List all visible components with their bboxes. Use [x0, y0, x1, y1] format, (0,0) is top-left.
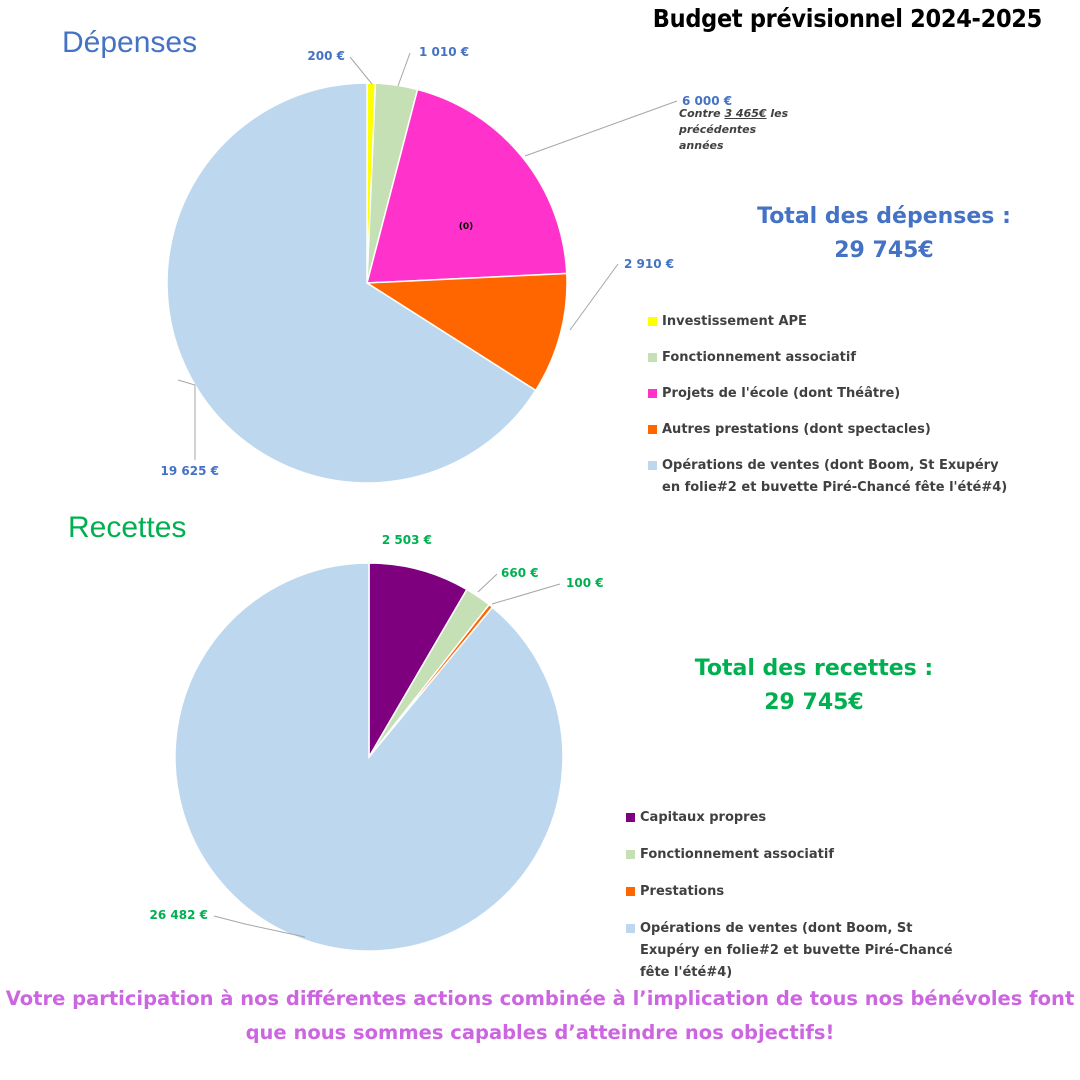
rec-legend-swatch: [626, 887, 635, 896]
rec-legend-swatch: [626, 924, 635, 933]
dep-legend-label: Opérations de ventes (dont Boom, St Exup…: [662, 458, 1008, 495]
depenses-heading: Dépenses: [62, 26, 198, 59]
dep-legend-item: Projets de l'école (dont Théâtre): [648, 383, 1008, 405]
rec-legend-label: Opérations de ventes (dont Boom, St Exup…: [640, 921, 953, 980]
dep-legend-label: Autres prestations (dont spectacles): [662, 422, 931, 437]
dep-slice-2: [366, 88, 568, 284]
dep-legend-swatch: [648, 353, 657, 362]
dep-legend-item: Fonctionnement associatif: [648, 347, 1008, 369]
dep-leader-line-3: [569, 263, 619, 331]
rec-leader-line-1: [477, 573, 498, 593]
footer-line-2: que nous sommes capables d’atteindre nos…: [245, 1021, 835, 1044]
rec-data-label-2: 100 €: [566, 576, 604, 590]
dep-slice-3: [364, 272, 568, 392]
rec-slice-3: [174, 562, 564, 952]
footer-line-1: Votre participation à nos différentes ac…: [5, 987, 1075, 1010]
rec-legend-swatch: [626, 850, 635, 859]
dep-data-label-0: 200 €: [307, 49, 345, 63]
page-title: Budget prévisionnel 2024-2025: [652, 4, 1043, 33]
rec-data-label-0: 2 503 €: [382, 533, 432, 547]
recettes-total: Total des recettes : 29 745€: [664, 652, 964, 720]
depenses-total-label: Total des dépenses :: [757, 204, 1011, 229]
depenses-note-prefix: Contre: [679, 107, 725, 120]
dep-data-label-2: 6 000 €: [682, 94, 732, 108]
recettes-total-label: Total des recettes :: [694, 656, 934, 681]
rec-legend-item: Capitaux propres: [626, 807, 976, 829]
rec-legend-item: Opérations de ventes (dont Boom, St Exup…: [626, 918, 976, 984]
rec-legend-label: Capitaux propres: [640, 810, 767, 825]
dep-legend-swatch: [648, 389, 657, 398]
depenses-total-value: 29 745€: [834, 238, 934, 263]
rec-slice-0: [368, 562, 468, 760]
rec-leader-line-2: [491, 583, 561, 605]
dep-legend-label: Projets de l'école (dont Théâtre): [662, 386, 901, 401]
dep-legend-swatch: [648, 461, 657, 470]
dep-data-label-3: 2 910 €: [624, 257, 674, 271]
dep-legend-swatch: [648, 425, 657, 434]
dep-legend-item: Autres prestations (dont spectacles): [648, 419, 1008, 441]
dep-leader-line-4: [177, 379, 196, 460]
dep-leader-line-2: [524, 100, 678, 157]
rec-legend-label: Prestations: [640, 884, 725, 899]
recettes-total-value: 29 745€: [764, 690, 864, 715]
rec-data-label-1: 660 €: [501, 566, 539, 580]
depenses-note-amount: 3 465€: [724, 107, 767, 120]
recettes-heading: Recettes: [68, 511, 187, 544]
footer-message: Votre participation à nos différentes ac…: [0, 982, 1080, 1050]
recettes-pie-chart: 2 503 € 660 € 100 € 26 482 €: [150, 533, 604, 952]
dep-legend-item: Opérations de ventes (dont Boom, St Exup…: [648, 455, 1008, 499]
rec-legend-item: Fonctionnement associatif: [626, 844, 976, 866]
depenses-slice-inner-label: (0): [459, 222, 474, 232]
rec-data-label-3: 26 482 €: [150, 908, 208, 922]
dep-legend-label: Investissement APE: [662, 314, 807, 329]
depenses-note: Contre 3 465€ les précédentes années: [679, 106, 797, 154]
dep-data-label-1: 1 010 €: [419, 45, 469, 59]
dep-slice-4: [166, 82, 537, 484]
rec-leader-line-3: [213, 915, 306, 938]
dep-legend-item: Investissement APE: [648, 311, 1008, 333]
dep-legend-swatch: [648, 317, 657, 326]
depenses-total: Total des dépenses : 29 745€: [734, 200, 1034, 268]
rec-legend-swatch: [626, 813, 635, 822]
depenses-note-suffix: les précédentes années: [679, 107, 789, 152]
dep-leader-line-1: [397, 52, 411, 87]
rec-legend-item: Prestations: [626, 881, 976, 903]
dep-legend-label: Fonctionnement associatif: [662, 350, 856, 365]
depenses-pie-chart: 200 € 1 010 € 6 000 € 2 910 € 19 625 € (0): [161, 45, 732, 484]
rec-legend-label: Fonctionnement associatif: [640, 847, 834, 862]
dep-data-label-4: 19 625 €: [161, 464, 219, 478]
dep-leader-line-0: [349, 56, 373, 85]
